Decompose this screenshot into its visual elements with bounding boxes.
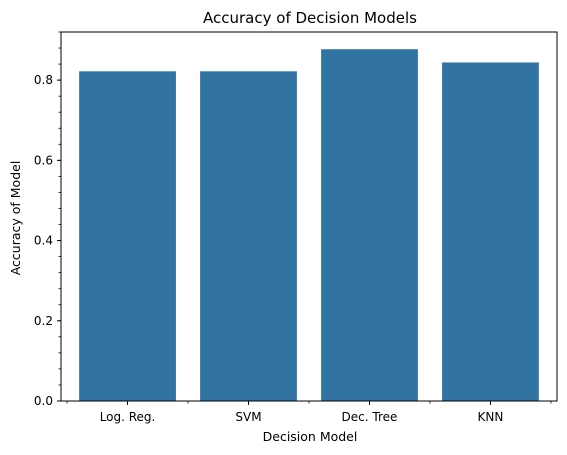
- y-ticks-group: 0.0 0.2 0.4 0.6 0.8: [34, 31, 61, 408]
- y-tick-label: 0.8: [34, 73, 53, 87]
- bar: [321, 49, 418, 402]
- y-tick-label: 0.6: [34, 153, 53, 167]
- x-ticks-group: Log. Reg. SVM Dec. Tree KNN: [66, 401, 552, 424]
- y-tick-label: 0.2: [34, 314, 53, 328]
- bars-group: [79, 49, 539, 402]
- chart-title: Accuracy of Decision Models: [203, 9, 417, 27]
- y-tick-label: 0.0: [34, 394, 53, 408]
- x-tick-label: SVM: [235, 410, 261, 424]
- x-tick-label: Dec. Tree: [342, 410, 398, 424]
- x-axis-label: Decision Model: [263, 429, 358, 444]
- x-tick-label: Log. Reg.: [100, 410, 156, 424]
- bar: [79, 71, 176, 401]
- bar: [442, 62, 539, 402]
- y-tick-label: 0.4: [34, 234, 53, 248]
- x-tick-label: KNN: [478, 410, 504, 424]
- bar: [200, 71, 297, 401]
- y-axis-label: Accuracy of Model: [8, 161, 23, 276]
